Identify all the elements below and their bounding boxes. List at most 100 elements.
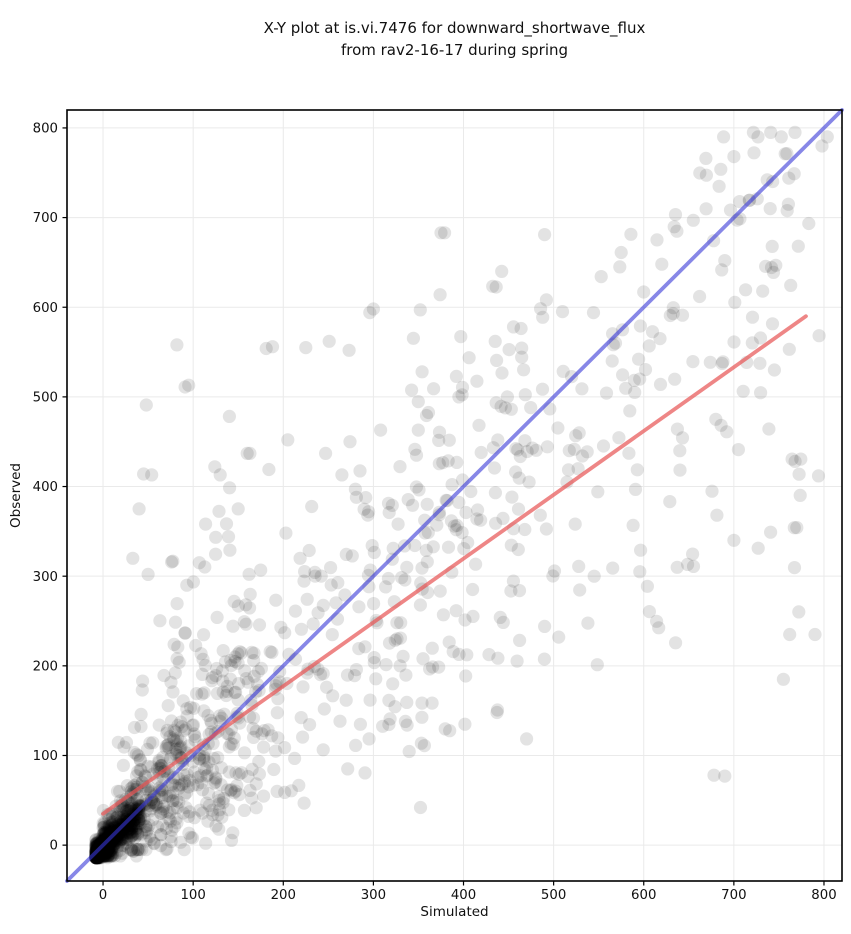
scatter-point <box>217 791 231 806</box>
scatter-point <box>93 851 107 865</box>
scatter-point <box>209 771 223 785</box>
scatter-point <box>124 843 138 857</box>
scatter-point <box>105 846 119 860</box>
scatter-point <box>132 813 146 828</box>
scatter-point <box>257 789 271 803</box>
scatter-point <box>212 504 226 518</box>
scatter-point <box>227 594 241 609</box>
scatter-point <box>144 802 158 816</box>
scatter-point <box>102 836 116 850</box>
scatter-point <box>442 635 456 649</box>
scatter-point <box>172 655 186 669</box>
scatter-point <box>718 254 732 268</box>
scatter-point <box>446 645 460 659</box>
scatter-point <box>129 802 143 816</box>
scatter-point <box>538 619 552 634</box>
scatter-point <box>505 490 519 504</box>
scatter-point <box>125 829 139 843</box>
scatter-point <box>147 836 161 850</box>
scatter-point <box>207 776 221 790</box>
scatter-point <box>151 820 165 834</box>
scatter-point <box>210 610 224 625</box>
scatter-point <box>438 226 452 240</box>
scatter-point <box>222 803 236 817</box>
scatter-point <box>508 465 523 479</box>
scatter-point <box>122 826 136 840</box>
scatter-point <box>213 709 227 723</box>
scatter-point <box>263 645 277 659</box>
scatter-point <box>228 654 242 669</box>
scatter-point <box>103 847 117 862</box>
scatter-point <box>575 449 590 463</box>
scatter-point <box>361 508 375 522</box>
scatter-point <box>132 799 146 813</box>
scatter-point <box>187 811 201 825</box>
scatter-point <box>131 843 145 857</box>
scatter-point <box>413 303 427 317</box>
scatter-point <box>175 778 189 792</box>
scatter-point <box>402 744 416 759</box>
scatter-point <box>103 828 117 842</box>
x-tick-label: 400 <box>451 888 476 903</box>
scatter-point <box>255 727 269 741</box>
scatter-point <box>202 755 216 769</box>
scatter-point <box>101 830 115 844</box>
scatter-point <box>101 849 115 863</box>
scatter-point <box>452 647 466 662</box>
scatter-point <box>96 841 110 855</box>
scatter-point <box>197 753 211 767</box>
scatter-point <box>415 365 429 379</box>
scatter-point <box>120 804 134 819</box>
scatter-point <box>767 363 782 377</box>
scatter-point <box>513 633 527 648</box>
scatter-point <box>106 840 120 855</box>
scatter-point <box>450 455 464 469</box>
scatter-point <box>156 802 170 816</box>
scatter-point <box>140 742 154 757</box>
scatter-point <box>124 822 138 836</box>
scatter-point <box>358 640 372 654</box>
scatter-point <box>568 517 582 531</box>
scatter-point <box>167 820 182 834</box>
scatter-point <box>211 808 225 822</box>
scatter-point <box>159 789 173 803</box>
scatter-point <box>189 638 203 653</box>
scatter-point <box>753 331 768 345</box>
scatter-point <box>296 730 310 744</box>
scatter-point <box>132 813 146 827</box>
scatter-point <box>357 502 371 516</box>
scatter-point <box>459 505 473 520</box>
scatter-point <box>152 753 166 768</box>
scatter-point <box>170 794 184 808</box>
scatter-point <box>129 824 143 838</box>
scatter-point <box>703 355 717 369</box>
scatter-point <box>96 849 110 863</box>
scatter-point <box>111 827 125 841</box>
scatter-point <box>89 849 103 863</box>
scatter-point <box>650 233 664 247</box>
scatter-point <box>413 598 427 612</box>
scatter-point <box>693 289 707 304</box>
scatter-point <box>145 793 159 807</box>
scatter-point <box>426 540 440 554</box>
scatter-point <box>785 452 799 466</box>
scatter-point <box>110 834 124 848</box>
scatter-point <box>382 636 397 650</box>
scatter-point <box>101 836 115 850</box>
scatter-point <box>138 823 152 837</box>
scatter-point <box>269 744 283 758</box>
scatter-point <box>540 440 555 454</box>
scatter-point <box>419 408 434 423</box>
scatter-point <box>97 841 111 855</box>
scatter-point <box>218 655 233 669</box>
scatter-point <box>642 605 657 619</box>
scatter-point <box>699 202 713 216</box>
scatter-point <box>551 421 565 435</box>
scatter-point <box>612 431 626 445</box>
scatter-point <box>105 832 119 846</box>
scatter-point <box>90 848 104 862</box>
scatter-point <box>98 839 112 853</box>
scatter-point <box>675 308 690 322</box>
scatter-point <box>96 835 110 849</box>
scatter-point <box>443 724 457 738</box>
